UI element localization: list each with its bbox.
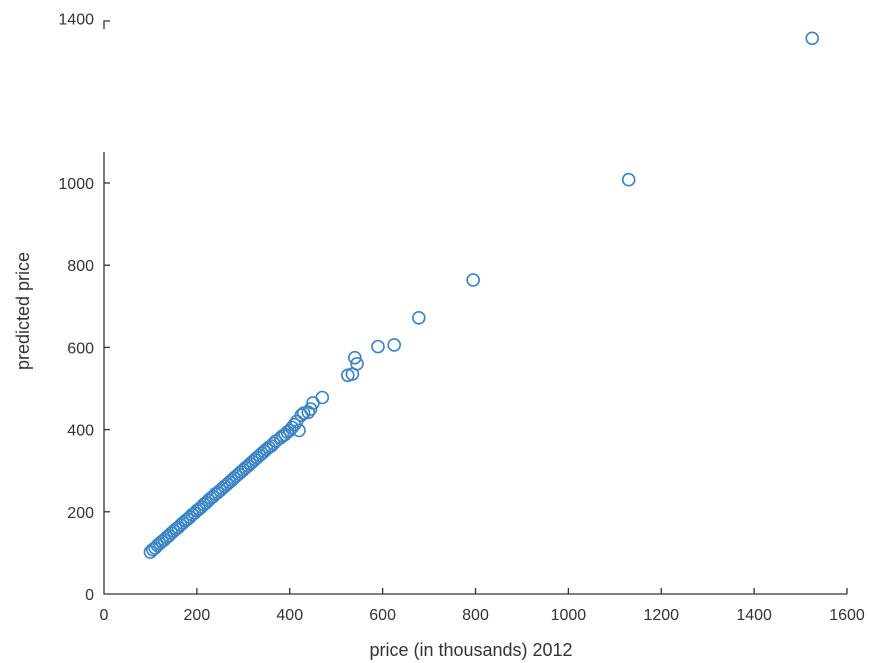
x-tick-label: 600 <box>369 607 396 624</box>
data-point <box>350 356 364 371</box>
data-point <box>292 423 306 438</box>
x-axis-label: price (in thousands) 2012 <box>369 640 572 660</box>
y-tick-label: 1000 <box>58 176 94 193</box>
y-tick-label: 0 <box>85 587 94 604</box>
data-point <box>296 406 311 421</box>
y-tick-label: 200 <box>67 505 94 522</box>
data-point <box>805 31 820 46</box>
data-point <box>347 350 362 365</box>
axes <box>103 20 848 595</box>
y-tick-label: 600 <box>67 340 94 357</box>
data-point <box>411 310 426 325</box>
x-axis-ticks: 0 200 400 600 800 1000 1200 1400 1600 <box>100 588 865 624</box>
x-tick-label: 0 <box>100 607 109 624</box>
data-point <box>371 339 385 354</box>
x-tick-label: 1400 <box>736 607 772 624</box>
y-axis-label: predicted price <box>13 252 33 370</box>
y-axis-ticks: 0 200 400 600 800 1000 1400 <box>58 12 110 604</box>
data-point <box>621 172 636 187</box>
data-point <box>303 402 318 416</box>
data-point <box>264 439 279 453</box>
x-tick-label: 1600 <box>829 607 865 624</box>
data-point <box>315 390 330 405</box>
y-tick-label: 800 <box>67 258 94 275</box>
data-point <box>294 408 309 423</box>
x-tick-label: 1000 <box>551 607 587 624</box>
x-tick-label: 800 <box>462 607 489 624</box>
x-tick-label: 400 <box>276 607 303 624</box>
data-points <box>143 31 820 559</box>
y-axis-line <box>103 152 847 595</box>
data-point <box>387 338 402 352</box>
y-tick-label: 1400 <box>58 12 94 29</box>
x-tick-label: 200 <box>184 607 211 624</box>
y-tick-label: 400 <box>67 423 94 440</box>
y-axis-top-stub <box>103 20 110 29</box>
x-tick-label: 1200 <box>643 607 679 624</box>
data-point <box>278 427 292 442</box>
data-point <box>466 273 481 287</box>
